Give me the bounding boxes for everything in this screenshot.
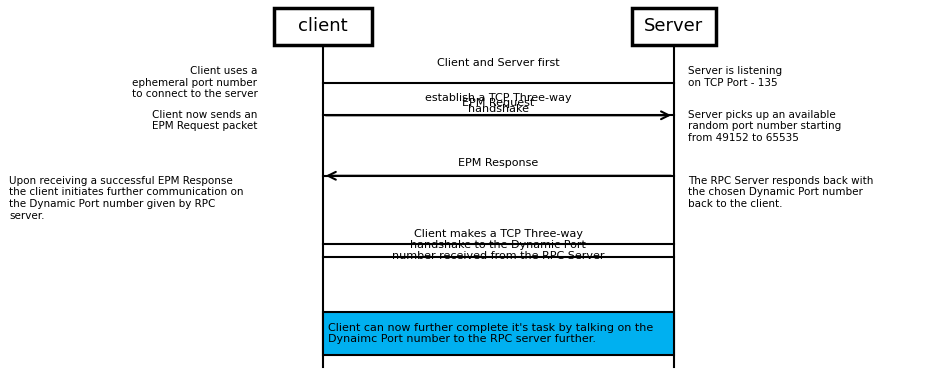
Text: The RPC Server responds back with
the chosen Dynamic Port number
back to the cli: The RPC Server responds back with the ch… bbox=[688, 176, 873, 209]
Text: establish a TCP Three-way
handshake: establish a TCP Three-way handshake bbox=[425, 93, 572, 114]
Text: Upon receiving a successful EPM Response
the client initiates further communicat: Upon receiving a successful EPM Response… bbox=[9, 176, 244, 221]
Text: client: client bbox=[298, 17, 348, 36]
Text: Server picks up an available
random port number starting
from 49152 to 65535: Server picks up an available random port… bbox=[688, 110, 841, 143]
Text: Client can now further complete it's task by talking on the
Dynaimc Port number : Client can now further complete it's tas… bbox=[328, 323, 652, 344]
Text: Client makes a TCP Three-way
handshake to the Dynamic Port: Client makes a TCP Three-way handshake t… bbox=[411, 229, 586, 250]
Bar bbox=[323, 312, 674, 355]
Text: number received from the RPC Server: number received from the RPC Server bbox=[392, 251, 605, 260]
Bar bbox=[632, 8, 716, 45]
Text: Client uses a
ephemeral port number
to connect to the server: Client uses a ephemeral port number to c… bbox=[132, 66, 257, 99]
Bar bbox=[273, 8, 372, 45]
Text: Server is listening
on TCP Port - 135: Server is listening on TCP Port - 135 bbox=[688, 66, 782, 88]
Text: EPM Request: EPM Request bbox=[462, 98, 534, 108]
Text: Client now sends an
EPM Request packet: Client now sends an EPM Request packet bbox=[152, 110, 257, 131]
Text: EPM Response: EPM Response bbox=[459, 158, 538, 168]
Text: Client and Server first: Client and Server first bbox=[437, 58, 560, 68]
Text: Server: Server bbox=[644, 17, 704, 36]
